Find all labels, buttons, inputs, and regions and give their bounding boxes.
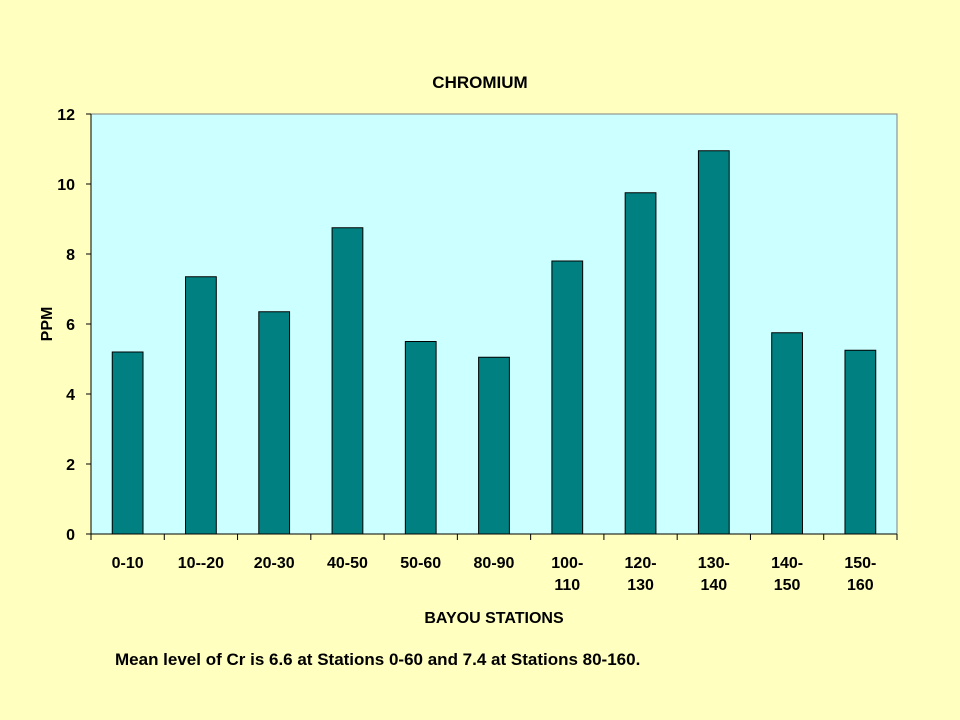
bar	[258, 311, 291, 535]
y-tick-label: 8	[66, 247, 75, 264]
y-tick-label: 10	[57, 177, 75, 194]
bars-group	[111, 150, 877, 535]
bar	[551, 260, 584, 535]
x-tick-label: 120-	[625, 555, 657, 572]
bar	[478, 356, 510, 535]
x-tick-label: 20-30	[254, 555, 295, 572]
y-axis: 0 2 4 6 8 10 12	[57, 107, 92, 544]
bar	[624, 192, 657, 535]
bar	[697, 150, 730, 535]
x-tick-label: 130-	[698, 555, 730, 572]
x-tick-label: 80-90	[474, 555, 515, 572]
y-tick-label: 4	[66, 387, 75, 404]
y-tick-label: 12	[57, 107, 75, 124]
y-axis-label: PPM	[39, 307, 56, 342]
bar	[111, 351, 144, 535]
bar	[185, 276, 217, 535]
x-tick-label: 0-10	[112, 555, 144, 572]
x-tick-label: 150	[774, 577, 801, 594]
x-tick-label: 160	[847, 577, 874, 594]
chart-title: CHROMIUM	[432, 73, 527, 92]
x-tick-label: 50-60	[400, 555, 441, 572]
bar	[844, 349, 877, 535]
x-tick-label: 10--20	[178, 555, 224, 572]
x-tick-label: 100-	[551, 555, 583, 572]
x-tick-label: 40-50	[327, 555, 368, 572]
x-tick-label: 130	[627, 577, 654, 594]
bar	[331, 227, 364, 535]
y-tick-label: 6	[66, 317, 75, 334]
bar	[771, 332, 803, 535]
x-axis-label: BAYOU STATIONS	[424, 610, 564, 627]
chart-caption: Mean level of Cr is 6.6 at Stations 0-60…	[115, 650, 641, 669]
x-tick-label: 140	[700, 577, 727, 594]
bar	[404, 341, 437, 535]
x-tick-label: 110	[554, 577, 580, 594]
x-tick-label: 150-	[844, 555, 876, 572]
x-axis: 0-10 10--20 20-30 40-50 50-60 80-90 100- 110 120…	[90, 533, 898, 594]
y-tick-label: 2	[66, 457, 75, 474]
y-tick-label: 0	[66, 527, 75, 544]
x-tick-label: 140-	[771, 555, 803, 572]
